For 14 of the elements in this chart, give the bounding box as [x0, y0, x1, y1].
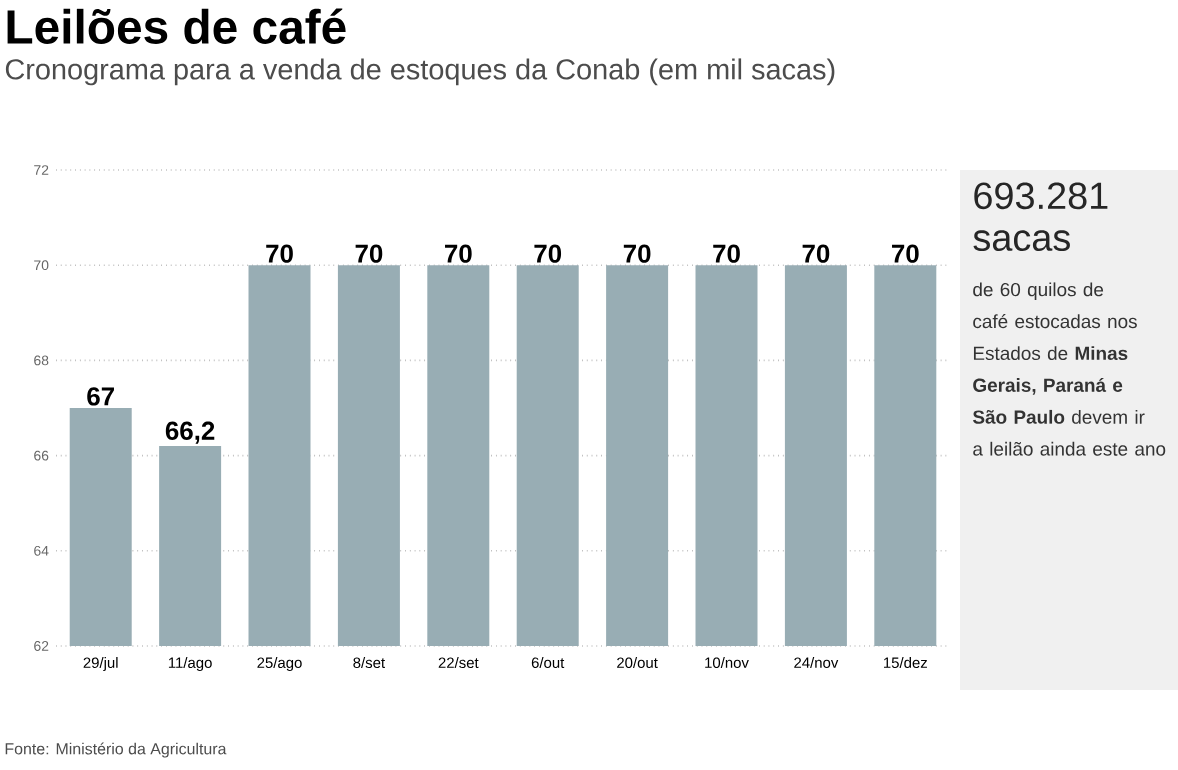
data-label: 70	[623, 244, 651, 263]
data-label: 70	[445, 244, 472, 263]
data-label: 70	[534, 244, 562, 263]
data-label: 70	[892, 244, 919, 263]
data-label: 66,2	[165, 421, 215, 444]
data-label: 70	[802, 244, 830, 263]
chart-subtitle: Cronograma para a venda de estoques da Conab (em mil sacas)	[5, 58, 835, 86]
data-label: 70	[266, 244, 293, 263]
data-label: 70	[713, 244, 740, 263]
chart-title: Leilões de café	[7, 8, 346, 44]
text: 693.281 sacas	[973, 182, 1108, 252]
data-label: 67	[87, 387, 114, 406]
data-label: 70	[355, 244, 383, 263]
text: de 60 quilos de café estocadas nos Estados de Minas Gerais, Paraná e São Paulo devem ir a leilão ainda este ano	[972, 282, 1166, 456]
